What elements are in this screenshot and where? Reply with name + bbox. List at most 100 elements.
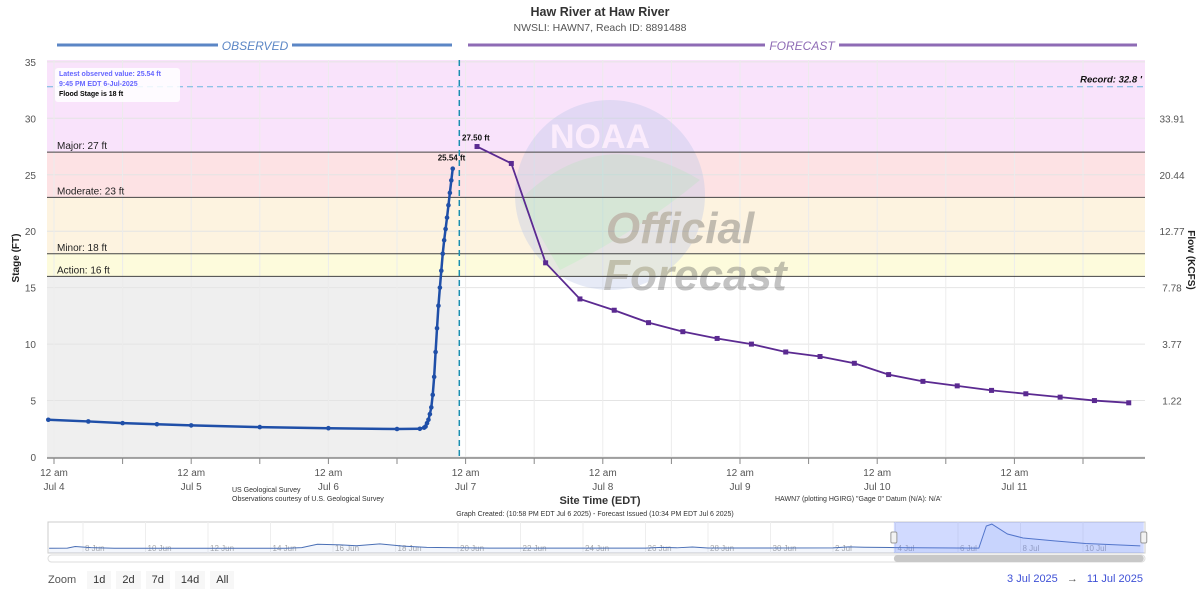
- observed-point: [443, 226, 448, 232]
- y2-tick-label: 33.91: [1159, 114, 1184, 125]
- x-tick-label-date: Jul 10: [864, 482, 891, 493]
- y2-tick-label: 1.22: [1162, 397, 1182, 408]
- observed-point: [437, 285, 443, 290]
- date-range-display: 3 Jul 2025 → 11 Jul 2025: [1007, 573, 1143, 585]
- forecast-point: [680, 329, 686, 335]
- y-tick-label: 10: [25, 340, 37, 351]
- forecast-first-value-label: 27.50 ft: [462, 134, 490, 143]
- observed-point: [431, 374, 437, 380]
- x-tick-label-date: Jul 4: [43, 482, 65, 493]
- navigator-selected-range[interactable]: [893, 522, 1144, 553]
- x-tick-label-time: 12 am: [315, 468, 343, 479]
- observed-point: [450, 166, 456, 171]
- navigator[interactable]: 8 Jun10 Jun12 Jun14 Jun16 Jun18 Jun20 Ju…: [47, 521, 1148, 563]
- chart-subtitle: NWSLI: HAWN7, Reach ID: 8891488: [514, 22, 687, 34]
- y2-tick-label: 3.77: [1162, 340, 1182, 351]
- navigator-scrollbar-track[interactable]: [47, 554, 1146, 563]
- forecast-point: [474, 144, 480, 150]
- x-tick-label-date: Jul 9: [729, 482, 751, 493]
- threshold-label-action: Action: 16 ft: [57, 265, 110, 276]
- navigator-date-label: 18 Jun: [398, 544, 422, 553]
- observed-point: [427, 411, 433, 417]
- observed-point: [449, 178, 454, 183]
- y-tick-label: 15: [25, 284, 37, 295]
- forecast-point: [1023, 391, 1029, 397]
- threshold-label-moderate: Moderate: 23 ft: [57, 186, 124, 197]
- x-tick-label-time: 12 am: [726, 468, 754, 479]
- forecast-point: [920, 378, 926, 384]
- y-tick-label: 5: [30, 397, 36, 408]
- forecast-point: [1057, 394, 1063, 400]
- watermark-forecast: Forecast: [603, 251, 789, 300]
- observed-point: [154, 421, 160, 427]
- navigator-date-label: 28 Jun: [710, 544, 734, 553]
- x-tick-label-time: 12 am: [452, 468, 480, 479]
- x-tick-label-time: 12 am: [1001, 468, 1029, 479]
- observed-banner-bg: [218, 38, 292, 52]
- navigator-date-label: 20 Jun: [460, 544, 484, 553]
- threshold-label-major: Major: 27 ft: [57, 141, 107, 152]
- forecast-banner-label: FORECAST: [769, 39, 836, 53]
- forecast-point: [886, 372, 892, 378]
- noaa-watermark: NOAA Official Forecast: [515, 100, 789, 300]
- forecast-series-line: [476, 145, 1129, 404]
- grid-lines: [47, 60, 1145, 458]
- navigator-date-label: 10 Jul: [1085, 544, 1107, 553]
- zoom-2d-button[interactable]: 2d: [116, 571, 141, 589]
- navigator-series-line: [49, 523, 1141, 549]
- minor-flood-band: [47, 253, 1145, 277]
- forecast-banner-bg: [765, 38, 839, 52]
- y2-tick-label: 7.78: [1162, 284, 1182, 295]
- forecast-point: [611, 307, 617, 313]
- y-tick-label: 25: [25, 171, 37, 182]
- observed-point: [326, 425, 331, 431]
- observed-point: [430, 392, 436, 398]
- zoom-14d-button[interactable]: 14d: [174, 571, 206, 589]
- y-tick-label: 0: [30, 453, 36, 464]
- forecast-point: [851, 360, 857, 366]
- axes: 0 5 10 15 20 25 30 35 1.22 3.77 7.78 12.77 20.44 33.9…: [25, 58, 1185, 493]
- range-to[interactable]: 11 Jul 2025: [1086, 573, 1143, 585]
- range-from[interactable]: 3 Jul 2025: [1007, 573, 1058, 585]
- datum-note: HAWN7 (plotting HGIRG) "Gage 0" Datum (N…: [775, 496, 942, 503]
- forecast-point: [1126, 400, 1132, 406]
- observed-point: [188, 423, 194, 428]
- navigator-scrollbar-thumb[interactable]: [893, 555, 1144, 562]
- forecast-point: [1091, 398, 1097, 404]
- latest-observed-value: Latest observed value: 25.54 ft: [59, 71, 161, 78]
- navigator-series-area: [49, 524, 1141, 553]
- range-arrow: →: [1066, 573, 1078, 585]
- observed-point: [444, 215, 450, 220]
- flood-stage-note: Flood Stage is 18 ft: [59, 91, 124, 98]
- observed-last-value-label: 25.54 ft: [438, 154, 466, 163]
- navigator-date-label: 26 Jun: [648, 544, 672, 553]
- observed-point: [426, 417, 431, 423]
- noaa-seal-icon: [515, 100, 705, 290]
- navigator-date-label: 8 Jul: [1023, 544, 1040, 553]
- y-tick-label: 35: [25, 58, 37, 69]
- navigator-right-handle[interactable]: [1140, 531, 1148, 544]
- x-axis-title: Site Time (EDT): [559, 495, 640, 507]
- observed-point: [447, 190, 453, 196]
- forecast-point: [817, 354, 823, 360]
- x-tick-label-date: Jul 8: [592, 482, 614, 493]
- observed-point: [433, 349, 438, 355]
- navigator-left-handle[interactable]: [890, 531, 898, 544]
- zoom-controls: Zoom 1d 2d 7d 14d All: [48, 571, 235, 589]
- x-tick-label-time: 12 am: [863, 468, 891, 479]
- noaa-logo-text: NOAA: [550, 118, 650, 156]
- forecast-point: [508, 160, 514, 166]
- forecast-point: [748, 341, 754, 347]
- zoom-7d-button[interactable]: 7d: [145, 571, 170, 589]
- y-axis-title: Stage (FT): [11, 234, 22, 283]
- zoom-1d-button[interactable]: 1d: [87, 571, 112, 589]
- observed-point: [417, 426, 423, 432]
- observed-point: [45, 417, 51, 423]
- observed-point: [86, 419, 91, 424]
- y-tick-label: 30: [25, 114, 37, 125]
- credit-courtesy: Observations courtesy of U.S. Geological…: [232, 496, 384, 503]
- forecast-point: [714, 335, 720, 341]
- forecast-point: [543, 260, 549, 266]
- zoom-all-button[interactable]: All: [210, 571, 235, 589]
- noaa-bird-icon: [520, 154, 700, 270]
